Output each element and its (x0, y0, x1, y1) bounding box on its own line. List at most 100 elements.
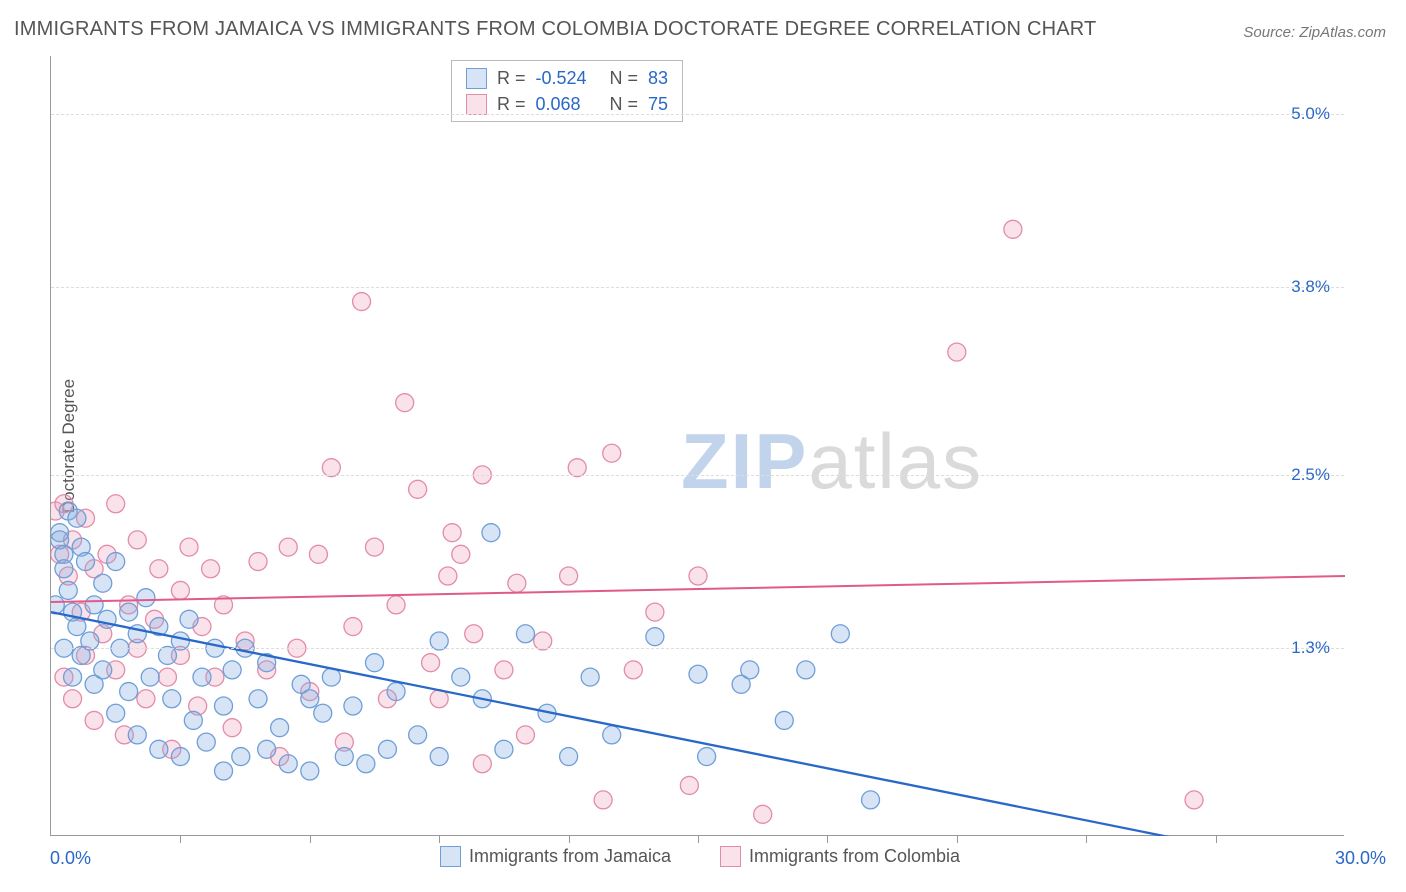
data-point (215, 697, 233, 715)
x-tick (827, 835, 828, 843)
y-tick-label: 5.0% (1291, 104, 1330, 124)
data-point (180, 538, 198, 556)
series-legend-label: Immigrants from Colombia (749, 846, 960, 867)
data-point (171, 581, 189, 599)
data-point (741, 661, 759, 679)
data-point (831, 625, 849, 643)
data-point (353, 293, 371, 311)
data-point (646, 603, 664, 621)
data-point (68, 509, 86, 527)
data-point (77, 553, 95, 571)
data-point (94, 574, 112, 592)
data-point (51, 596, 64, 614)
data-point (55, 560, 73, 578)
data-point (775, 711, 793, 729)
data-point (452, 545, 470, 563)
data-point (378, 740, 396, 758)
y-tick-label: 3.8% (1291, 277, 1330, 297)
data-point (516, 726, 534, 744)
n-value: 83 (648, 65, 668, 91)
data-point (193, 668, 211, 686)
legend-swatch (720, 846, 741, 867)
data-point (689, 567, 707, 585)
data-point (603, 444, 621, 462)
data-point (797, 661, 815, 679)
x-tick (957, 835, 958, 843)
data-point (1004, 220, 1022, 238)
x-tick (569, 835, 570, 843)
data-point (85, 711, 103, 729)
gridline (51, 648, 1344, 649)
data-point (409, 480, 427, 498)
source-name: ZipAtlas.com (1299, 24, 1386, 41)
data-point (59, 581, 77, 599)
data-point (754, 805, 772, 823)
correlation-legend-row: R =-0.524N =83 (466, 65, 668, 91)
data-point (150, 740, 168, 758)
data-point (689, 665, 707, 683)
x-tick (698, 835, 699, 843)
data-point (387, 683, 405, 701)
data-point (64, 668, 82, 686)
series-legend: Immigrants from Jamaica Immigrants from C… (0, 846, 1406, 876)
data-point (271, 719, 289, 737)
data-point (202, 560, 220, 578)
data-point (366, 654, 384, 672)
series-legend-item: Immigrants from Colombia (720, 846, 960, 867)
data-point (680, 776, 698, 794)
data-point (120, 683, 138, 701)
chart-title: IMMIGRANTS FROM JAMAICA VS IMMIGRANTS FR… (14, 18, 1096, 41)
data-point (249, 690, 267, 708)
data-point (948, 343, 966, 361)
data-point (128, 726, 146, 744)
data-point (452, 668, 470, 686)
data-point (862, 791, 880, 809)
data-point (387, 596, 405, 614)
y-tick-label: 2.5% (1291, 465, 1330, 485)
scatter-svg (51, 56, 1345, 836)
data-point (473, 755, 491, 773)
data-point (141, 668, 159, 686)
data-point (301, 762, 319, 780)
data-point (94, 661, 112, 679)
data-point (279, 755, 297, 773)
data-point (107, 704, 125, 722)
gridline (51, 475, 1344, 476)
data-point (443, 524, 461, 542)
data-point (1185, 791, 1203, 809)
data-point (128, 531, 146, 549)
data-point (335, 748, 353, 766)
data-point (232, 748, 250, 766)
data-point (107, 553, 125, 571)
data-point (150, 560, 168, 578)
data-point (344, 697, 362, 715)
plot-area: ZIPatlas R =-0.524N =83R = 0.068N =75 1.… (50, 56, 1344, 836)
series-legend-item: Immigrants from Jamaica (440, 846, 671, 867)
data-point (258, 740, 276, 758)
x-tick (180, 835, 181, 843)
legend-swatch (466, 68, 487, 89)
r-value: -0.524 (536, 65, 600, 91)
y-tick-label: 1.3% (1291, 638, 1330, 658)
data-point (646, 628, 664, 646)
n-label: N = (610, 65, 639, 91)
gridline (51, 114, 1344, 115)
data-point (309, 545, 327, 563)
x-tick (1216, 835, 1217, 843)
data-point (508, 574, 526, 592)
data-point (249, 553, 267, 571)
data-point (430, 748, 448, 766)
data-point (197, 733, 215, 751)
data-point (314, 704, 332, 722)
data-point (581, 668, 599, 686)
data-point (180, 610, 198, 628)
series-legend-label: Immigrants from Jamaica (469, 846, 671, 867)
legend-swatch (440, 846, 461, 867)
data-point (64, 690, 82, 708)
data-point (107, 495, 125, 513)
data-point (68, 618, 86, 636)
data-point (163, 690, 181, 708)
data-point (223, 661, 241, 679)
data-point (495, 661, 513, 679)
data-point (409, 726, 427, 744)
